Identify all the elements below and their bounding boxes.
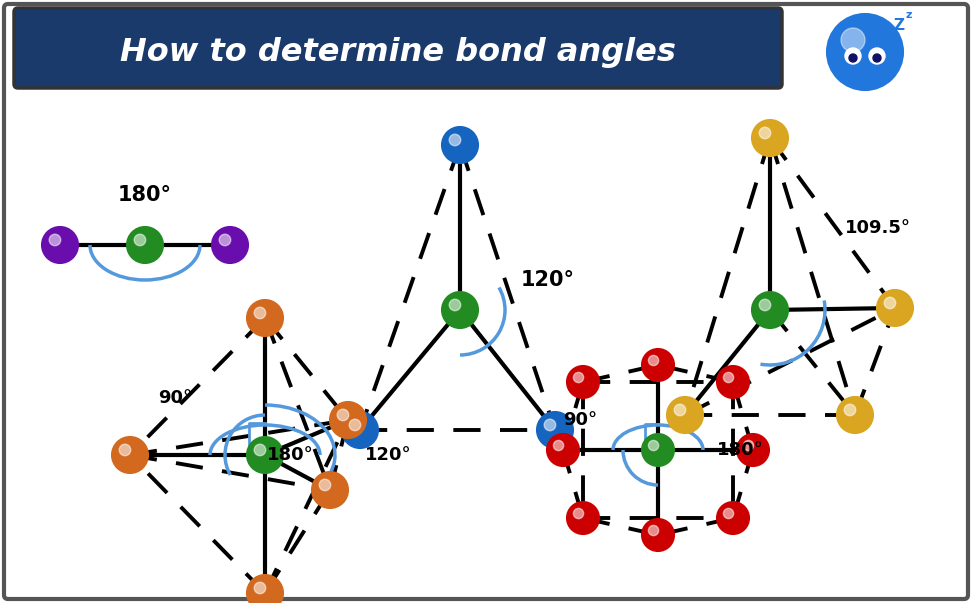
Text: How to determine bond angles: How to determine bond angles [121,37,676,68]
Text: 120°: 120° [521,270,575,290]
Text: 90°: 90° [563,411,597,429]
Circle shape [869,48,885,64]
Circle shape [112,437,148,473]
Circle shape [442,292,478,328]
Circle shape [667,397,703,433]
Circle shape [717,502,749,534]
Circle shape [873,54,881,62]
FancyBboxPatch shape [4,4,968,599]
Circle shape [330,402,366,438]
Circle shape [744,440,753,450]
Circle shape [50,234,60,245]
Circle shape [759,299,771,311]
Circle shape [319,479,330,491]
Circle shape [42,227,78,263]
Circle shape [642,434,674,466]
Circle shape [544,419,556,431]
Circle shape [759,127,771,139]
Text: 120°: 120° [364,446,411,464]
Circle shape [573,373,583,383]
Circle shape [752,120,788,156]
Circle shape [737,434,769,466]
Circle shape [449,299,461,311]
Circle shape [255,444,265,456]
Circle shape [827,14,903,90]
Circle shape [247,575,283,603]
Text: 109.5°: 109.5° [845,219,911,237]
Text: z: z [905,10,912,20]
Circle shape [849,54,857,62]
Circle shape [648,355,659,365]
Circle shape [877,290,913,326]
Circle shape [752,292,788,328]
Circle shape [837,397,873,433]
Circle shape [841,28,865,52]
Circle shape [247,300,283,336]
Text: 90°: 90° [157,389,192,407]
Circle shape [547,434,579,466]
Circle shape [342,412,378,448]
Circle shape [642,349,674,381]
Circle shape [567,366,599,398]
Circle shape [648,440,659,450]
Circle shape [212,227,248,263]
Circle shape [255,582,265,594]
Circle shape [723,373,734,383]
Circle shape [247,437,283,473]
Circle shape [220,234,230,245]
Circle shape [442,127,478,163]
Circle shape [642,519,674,551]
Circle shape [134,234,146,245]
Circle shape [449,134,461,146]
Circle shape [717,366,749,398]
Circle shape [885,297,896,309]
Text: 180°: 180° [716,441,763,459]
Circle shape [537,412,573,448]
Circle shape [573,508,583,519]
Text: Z: Z [893,18,904,33]
Circle shape [312,472,348,508]
Circle shape [567,502,599,534]
Circle shape [723,508,734,519]
Circle shape [845,404,855,415]
Circle shape [553,440,564,450]
Circle shape [648,525,659,535]
FancyBboxPatch shape [14,8,782,88]
Circle shape [255,307,265,319]
Circle shape [127,227,163,263]
Text: 180°: 180° [266,446,313,464]
Circle shape [349,419,361,431]
Text: 180°: 180° [118,185,172,205]
Circle shape [845,48,861,64]
Circle shape [675,404,685,415]
Circle shape [337,409,349,421]
Circle shape [120,444,130,456]
